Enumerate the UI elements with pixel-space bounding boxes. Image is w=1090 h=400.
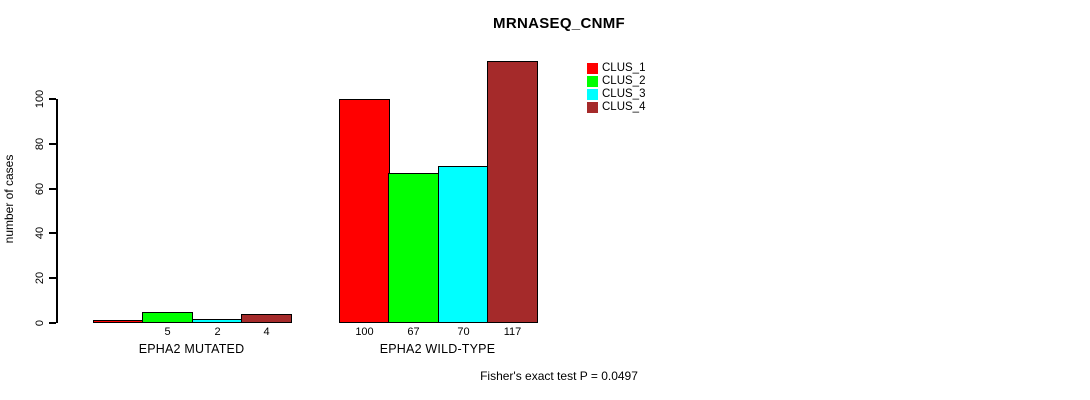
group-label: EPHA2 MUTATED xyxy=(138,342,245,356)
legend-item-clus-4: CLUS_4 xyxy=(587,101,646,113)
y-axis-label: number of cases xyxy=(2,154,16,244)
y-tick-label: 100 xyxy=(34,89,46,109)
legend-swatch-clus-2 xyxy=(587,76,598,87)
y-tick-mark xyxy=(49,322,56,324)
legend: CLUS_1 CLUS_2 CLUS_3 CLUS_4 xyxy=(587,62,646,115)
bar-value-label: 100 xyxy=(355,326,374,338)
bar-value-label: 70 xyxy=(457,326,470,338)
bar-value-label: 4 xyxy=(263,326,270,338)
bar-value-label: 5 xyxy=(164,326,171,338)
bar-clus_3 xyxy=(192,319,243,323)
y-tick-mark xyxy=(49,188,56,190)
group-label: EPHA2 WILD-TYPE xyxy=(379,342,496,356)
footnote: Fisher's exact test P = 0.0497 xyxy=(480,369,638,383)
y-tick-label: 60 xyxy=(34,182,46,196)
legend-swatch-clus-4 xyxy=(587,102,598,113)
legend-item-clus-3: CLUS_3 xyxy=(587,88,646,100)
bar-clus_2 xyxy=(142,312,193,323)
y-tick-mark xyxy=(49,98,56,100)
y-tick-label: 40 xyxy=(34,226,46,240)
bar-clus_3 xyxy=(438,166,489,323)
bar-value-label: 67 xyxy=(407,326,420,338)
legend-label-clus-4: CLUS_4 xyxy=(602,101,646,113)
legend-item-clus-1: CLUS_1 xyxy=(587,62,646,74)
bar-value-label: 117 xyxy=(503,326,522,338)
y-tick-mark xyxy=(49,143,56,145)
bar-clus_2 xyxy=(388,173,439,323)
y-tick-mark xyxy=(49,232,56,234)
legend-swatch-clus-1 xyxy=(587,63,598,74)
bar-value-label: 2 xyxy=(214,326,221,338)
legend-swatch-clus-3 xyxy=(587,89,598,100)
legend-item-clus-2: CLUS_2 xyxy=(587,75,646,87)
bar-clus_1 xyxy=(93,320,144,323)
chart-title: MRNASEQ_CNMF xyxy=(493,15,625,32)
y-tick-mark xyxy=(49,277,56,279)
bar-clus_4 xyxy=(241,314,292,323)
y-tick-label: 20 xyxy=(34,271,46,285)
legend-label-clus-1: CLUS_1 xyxy=(602,62,646,74)
y-tick-label: 0 xyxy=(34,319,46,327)
y-axis-line xyxy=(56,99,58,323)
bar-clus_1 xyxy=(339,99,390,323)
y-tick-label: 80 xyxy=(34,137,46,151)
legend-label-clus-3: CLUS_3 xyxy=(602,88,646,100)
legend-label-clus-2: CLUS_2 xyxy=(602,75,646,87)
bar-clus_4 xyxy=(487,61,538,323)
